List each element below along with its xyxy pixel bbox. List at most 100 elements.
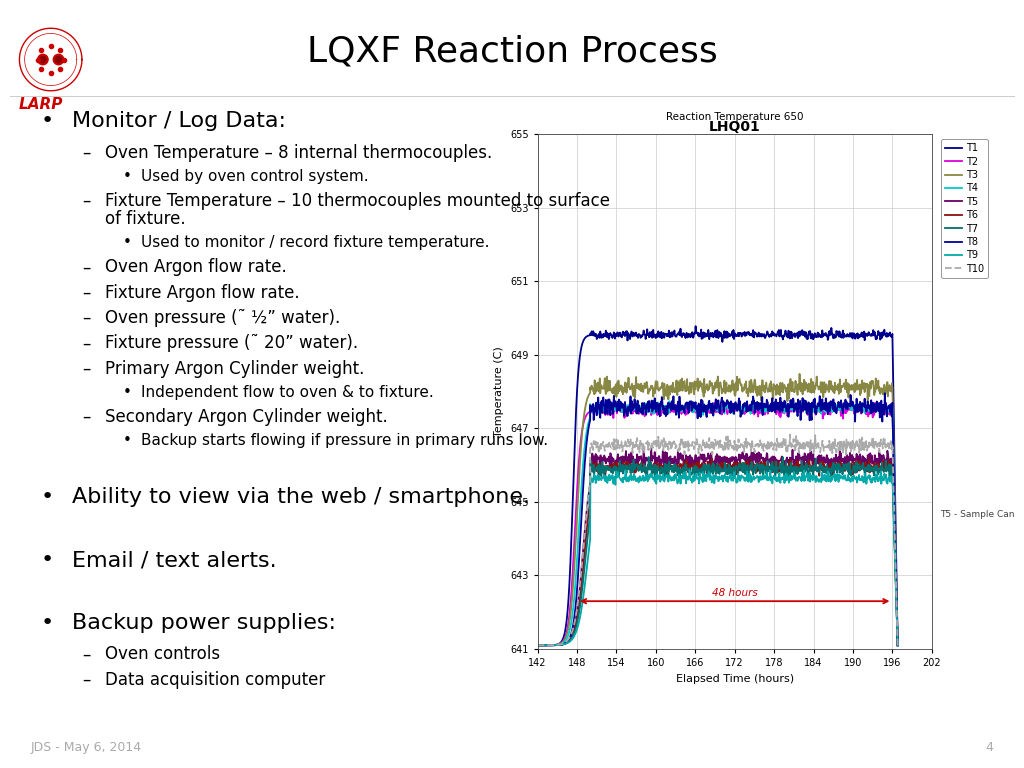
T4	[580, 430, 592, 439]
T8	[594, 413, 606, 422]
Text: •: •	[41, 111, 54, 131]
T1	[892, 641, 904, 650]
T8	[532, 641, 545, 650]
T8	[879, 389, 891, 398]
Text: Oven Temperature – 8 internal thermocouples.: Oven Temperature – 8 internal thermocoup…	[105, 144, 493, 161]
T7	[594, 469, 606, 478]
T4	[594, 404, 606, 413]
Text: •: •	[123, 169, 132, 184]
Text: Primary Argon Cylinder weight.: Primary Argon Cylinder weight.	[105, 359, 365, 378]
Text: •: •	[41, 550, 54, 570]
T10	[580, 512, 592, 521]
Line: T4: T4	[538, 402, 898, 645]
T2	[618, 413, 631, 422]
T7	[642, 452, 654, 462]
Text: –: –	[82, 334, 90, 353]
T1	[773, 332, 785, 341]
T8	[580, 443, 592, 452]
Text: –: –	[82, 670, 90, 689]
T2	[773, 411, 785, 420]
Text: •: •	[123, 385, 132, 400]
T3	[892, 641, 904, 650]
T6	[531, 641, 544, 650]
Text: –: –	[82, 192, 90, 210]
Line: T2: T2	[538, 402, 898, 645]
T6	[773, 465, 785, 475]
T9	[553, 641, 565, 650]
T5	[773, 457, 785, 466]
T6	[553, 641, 565, 650]
T1	[689, 322, 701, 331]
T5	[892, 641, 904, 650]
Circle shape	[40, 56, 46, 63]
T2	[553, 640, 565, 649]
Text: Ability to view via the web / smartphone.: Ability to view via the web / smartphone…	[72, 487, 529, 507]
Line: T6: T6	[538, 458, 898, 645]
Line: T10: T10	[538, 435, 898, 645]
Text: Backup power supplies:: Backup power supplies:	[72, 613, 336, 633]
Text: T5 - Sample Can: T5 - Sample Can	[940, 510, 1014, 519]
T3	[794, 369, 806, 379]
T10	[553, 640, 565, 649]
T1	[553, 639, 565, 648]
Text: –: –	[82, 408, 90, 426]
T8	[531, 641, 544, 650]
T2	[580, 411, 592, 420]
T8	[892, 641, 904, 650]
T9	[531, 641, 544, 650]
T3	[773, 382, 785, 391]
Title: LHQ01: LHQ01	[709, 121, 761, 134]
T4	[553, 640, 565, 649]
T10	[532, 641, 545, 650]
T9	[683, 465, 695, 475]
T4	[532, 641, 545, 650]
Text: Reaction Temperature 650: Reaction Temperature 650	[666, 111, 804, 121]
T10	[531, 641, 544, 650]
T7	[580, 547, 592, 556]
Text: Oven Argon flow rate.: Oven Argon flow rate.	[105, 258, 287, 276]
Text: Oven controls: Oven controls	[105, 645, 220, 664]
Line: T7: T7	[538, 457, 898, 645]
T9	[773, 468, 785, 478]
Line: T1: T1	[538, 326, 898, 645]
Text: Independent flow to oven & to fixture.: Independent flow to oven & to fixture.	[141, 385, 434, 400]
T10	[783, 430, 796, 439]
T7	[531, 641, 544, 650]
T1	[531, 641, 544, 650]
T5	[532, 641, 545, 650]
Text: JDS - May 6, 2014: JDS - May 6, 2014	[31, 741, 142, 754]
T4	[618, 406, 631, 415]
T7	[553, 641, 565, 650]
Text: •: •	[41, 487, 54, 507]
Text: 48 hours: 48 hours	[712, 588, 758, 598]
T1	[618, 329, 631, 339]
T10	[892, 641, 904, 650]
Text: Fixture Temperature – 10 thermocouples mounted to surface: Fixture Temperature – 10 thermocouples m…	[105, 192, 610, 210]
T6	[892, 641, 904, 650]
T6	[594, 459, 606, 468]
T4	[892, 641, 904, 650]
Line: T3: T3	[538, 374, 898, 645]
T4	[773, 399, 785, 409]
T3	[594, 389, 606, 398]
T2	[663, 398, 675, 407]
Y-axis label: Temperature (C): Temperature (C)	[495, 346, 505, 437]
Text: •: •	[123, 433, 132, 449]
T9	[532, 641, 545, 650]
T9	[594, 474, 606, 483]
Text: –: –	[82, 309, 90, 327]
Text: –: –	[82, 283, 90, 302]
Text: Fixture Argon flow rate.: Fixture Argon flow rate.	[105, 283, 300, 302]
Text: LARP: LARP	[18, 97, 62, 112]
T5	[618, 452, 631, 462]
Text: of fixture.: of fixture.	[105, 210, 186, 228]
Text: Email / text alerts.: Email / text alerts.	[72, 550, 276, 570]
Text: 4: 4	[985, 741, 993, 754]
T10	[594, 440, 606, 449]
Legend: T1, T2, T3, T4, T5, T6, T7, T8, T9, T10: T1, T2, T3, T4, T5, T6, T7, T8, T9, T10	[941, 139, 988, 278]
T5	[594, 452, 606, 461]
Text: –: –	[82, 359, 90, 378]
T8	[773, 406, 785, 415]
T6	[706, 454, 718, 463]
T3	[618, 386, 631, 396]
